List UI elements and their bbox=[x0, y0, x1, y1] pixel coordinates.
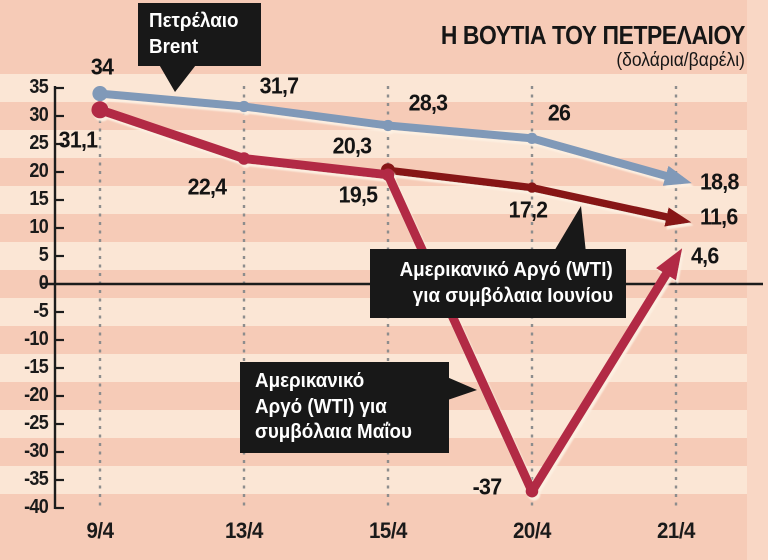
value-label-wti-may-20-4: -37 bbox=[472, 473, 502, 500]
value-label-brent-9-4: 34 bbox=[90, 53, 114, 80]
value-label-brent-15-4: 28,3 bbox=[408, 89, 448, 116]
y-axis-label--10: -10 bbox=[24, 328, 49, 350]
wti-may-line bbox=[91, 101, 683, 498]
value-label-brent-20-4: 26 bbox=[547, 99, 571, 126]
callout-wti-june-line2: για συμβόλαια Ιουνίου bbox=[412, 284, 613, 307]
y-axis-label-35: 35 bbox=[29, 76, 48, 98]
chart-subtitle: (δολάρια/βαρέλι) bbox=[616, 50, 745, 71]
y-axis-label-0: 0 bbox=[38, 272, 49, 294]
value-label-brent-21-4: 18,8 bbox=[700, 168, 739, 195]
x-axis-label-13-4: 13/4 bbox=[225, 518, 263, 543]
y-axis-label-5: 5 bbox=[38, 244, 49, 266]
callout-brent: Πετρέλαιο Brent bbox=[138, 3, 261, 66]
y-axis-label-20: 20 bbox=[29, 160, 48, 182]
value-label-wti-june-21-4: 11,6 bbox=[700, 203, 738, 230]
callout-wti-may: Αμερικανικό Αργό (WTI) για συμβόλαια Μαΐ… bbox=[240, 362, 449, 453]
value-label-wti-may-21-4: 4,6 bbox=[691, 242, 719, 269]
x-axis-label-21-4: 21/4 bbox=[657, 518, 695, 543]
value-label-wti-may-15-4: 19,5 bbox=[338, 181, 378, 208]
value-label-wti-june-20-4: 17,2 bbox=[508, 196, 548, 223]
value-label-brent-13-4: 31,7 bbox=[259, 72, 299, 99]
callout-wti-may-line2: Αργό (WTI) για bbox=[255, 395, 387, 418]
callout-wti-june: Αμερικανικό Αργό (WTI) για συμβόλαια Ιου… bbox=[370, 249, 626, 318]
y-axis-label--5: -5 bbox=[33, 300, 48, 322]
y-axis-label--40: -40 bbox=[24, 496, 49, 518]
callout-wti-may-line1: Αμερικανικό bbox=[255, 370, 365, 393]
y-axis-label-15: 15 bbox=[29, 188, 48, 210]
y-axis-label--35: -35 bbox=[24, 468, 49, 490]
value-label-wti-june-15-4: 20,3 bbox=[332, 132, 372, 159]
callout-brent-line2: Brent bbox=[149, 35, 199, 58]
x-axis-label-15-4: 15/4 bbox=[369, 518, 407, 543]
callout-wti-may-line3: συμβόλαια Μαΐου bbox=[255, 421, 412, 444]
x-axis-label-9-4: 9/4 bbox=[86, 518, 114, 543]
value-label-wti-may-13-4: 22,4 bbox=[187, 173, 227, 200]
chart-title: Η ΒΟΥΤΙΑ ΤΟΥ ΠΕΤΡΕΛΑΙΟΥ bbox=[440, 20, 746, 50]
y-axis-label-10: 10 bbox=[29, 216, 48, 238]
y-axis-label-25: 25 bbox=[29, 132, 48, 154]
y-axis-label--30: -30 bbox=[24, 440, 49, 462]
callout-wti-june-line1: Αμερικανικό Αργό (WTI) bbox=[399, 258, 613, 281]
y-axis-label--15: -15 bbox=[24, 356, 49, 378]
x-axis-label-20-4: 20/4 bbox=[513, 518, 551, 543]
value-label-wti-may-9-4: 31,1 bbox=[58, 126, 98, 153]
callout-brent-line1: Πετρέλαιο bbox=[149, 9, 239, 32]
y-axis-label--20: -20 bbox=[24, 384, 49, 406]
brent-line bbox=[92, 86, 692, 186]
y-axis-label--25: -25 bbox=[24, 412, 49, 434]
y-axis-label-30: 30 bbox=[29, 104, 48, 126]
